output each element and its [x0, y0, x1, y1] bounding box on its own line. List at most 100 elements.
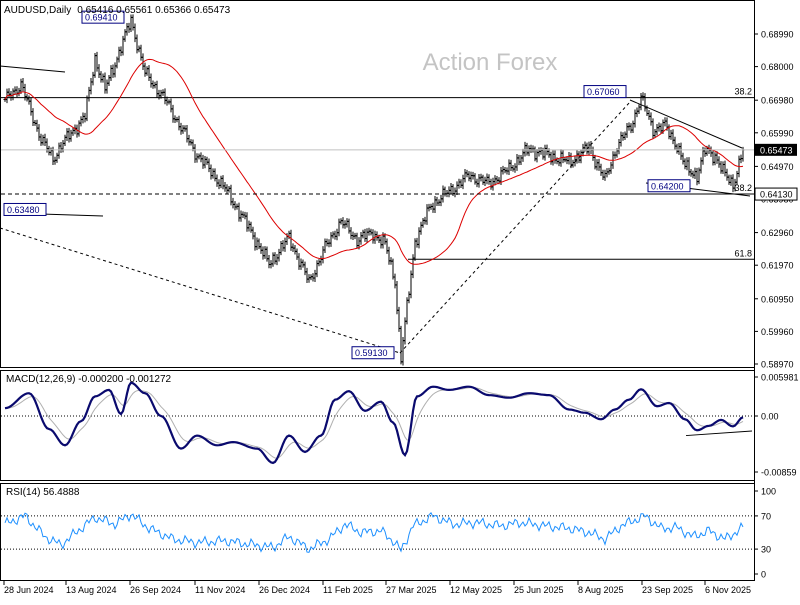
ohlc-bar	[385, 238, 389, 254]
ohlc-bar	[617, 139, 621, 155]
price-axis: 0.689900.680000.669800.659900.649700.639…	[1, 30, 798, 370]
ohlc-bar	[481, 174, 485, 185]
ohlc-bar	[515, 154, 519, 171]
ohlc-bar	[663, 117, 667, 127]
macd-axis: 0.005981 0.00 -0.00859	[754, 373, 799, 478]
ohlc-bar	[639, 92, 643, 111]
ohlc-bar	[543, 144, 547, 161]
ohlc-bar	[711, 149, 715, 166]
ohlc-bar	[283, 237, 287, 252]
macd-tick-label: 0.005981	[761, 373, 799, 383]
watermark: Action Forex	[423, 49, 558, 76]
ohlc-bar	[681, 152, 685, 165]
fib-level-label: 38.2	[734, 87, 752, 97]
ohlc-bar	[675, 143, 679, 154]
ohlc-bar	[67, 127, 71, 143]
ohlc-bar	[485, 173, 489, 185]
rsi-tick-label: 0	[761, 570, 766, 580]
ohlc-bar	[727, 174, 731, 185]
support-level-label: 0.64130	[760, 190, 793, 200]
price-point-label: 0.69410	[81, 10, 125, 24]
price-tick-label: 0.58970	[761, 360, 794, 370]
ohlc-bar	[247, 220, 251, 232]
time-tick-label: 27 Mar 2025	[386, 585, 437, 595]
ohlc-bar	[299, 258, 303, 270]
ohlc-bar	[683, 158, 687, 170]
ohlc-bar	[513, 163, 517, 173]
ohlc-bar	[599, 163, 603, 176]
ohlc-bar	[399, 325, 403, 365]
ohlc-bar	[365, 228, 369, 243]
ohlc-bar	[215, 174, 219, 187]
ohlc-bar	[463, 169, 467, 183]
ohlc-bar	[523, 141, 527, 157]
ohlc-bar	[361, 229, 365, 239]
symbol-label: AUDUSD,Daily	[4, 5, 71, 16]
ohlc-bar	[619, 131, 623, 147]
ohlc-bar	[63, 134, 67, 146]
ohlc-bar	[55, 152, 59, 163]
ohlc-bar	[393, 273, 397, 289]
ohlc-bar	[163, 88, 167, 105]
chart-title: AUDUSD,Daily 0.65416 0.65561 0.65366 0.65…	[4, 5, 231, 16]
ohlc-bar	[453, 187, 457, 198]
ohlc-bar	[673, 136, 677, 150]
ohlc-bar	[689, 168, 693, 177]
ohlc-bar	[57, 142, 61, 159]
ohlc-bar	[671, 129, 675, 145]
ohlc-bar	[39, 133, 43, 146]
ohlc-bar	[713, 152, 717, 166]
ohlc-bar	[49, 147, 53, 156]
ohlc-bar	[87, 86, 91, 102]
ohlc-bar	[449, 183, 453, 194]
ohlc-bar	[729, 174, 733, 186]
price-tick-label: 0.68000	[761, 62, 794, 72]
ohlc-bar	[341, 217, 345, 229]
ohlc-bar	[219, 175, 223, 189]
time-tick-label: 6 Nov 2025	[705, 585, 751, 595]
ohlc-bar	[519, 155, 523, 165]
rsi-tick-label: 70	[761, 511, 771, 521]
ohlc-bar	[521, 148, 525, 162]
ohlc-bar	[601, 169, 605, 180]
ohlc-bar	[447, 186, 451, 198]
ohlc-bar	[717, 156, 721, 168]
ohlc-bar	[179, 122, 183, 135]
ohlc-bar	[131, 14, 135, 31]
ohlc-bar	[263, 246, 267, 259]
macd-main-line	[4, 381, 744, 465]
ohlc-bar	[281, 240, 285, 252]
ohlc-bar	[293, 244, 297, 255]
ohlc-bar	[155, 80, 159, 98]
ohlc-bar	[483, 176, 487, 187]
ohlc-bar	[457, 178, 461, 189]
price-tick-label: 0.61970	[761, 261, 794, 271]
time-tick-label: 28 Jun 2024	[4, 585, 54, 595]
macd-divergence-line	[685, 430, 753, 437]
ohlc-bar	[107, 74, 111, 86]
ohlc-bar	[311, 273, 315, 282]
svg-text:0.67060: 0.67060	[587, 87, 620, 97]
ohlc-bar	[629, 123, 633, 134]
svg-text:0.69410: 0.69410	[85, 13, 118, 23]
ohlc-bar	[467, 171, 471, 182]
ohlc-bar	[699, 157, 703, 174]
ohlc-bar	[133, 23, 137, 43]
ohlc-bar	[553, 150, 557, 164]
macd-label: MACD(12,26,9) -0.000200 -0.001272	[6, 374, 172, 385]
price-tick-label: 0.62960	[761, 228, 794, 238]
ohlc-bar	[153, 81, 157, 89]
ohlc-bar	[321, 246, 325, 264]
ohlc-bar	[261, 246, 265, 260]
ohlc-bar	[103, 72, 107, 94]
ohlc-bar	[635, 107, 639, 118]
ohlc-bar	[267, 254, 271, 269]
ohlc-bar	[687, 157, 691, 176]
ohlc-bar	[609, 161, 613, 174]
macd-panel-frame	[0, 370, 755, 481]
ohlc-bar	[723, 160, 727, 177]
ohlc-bar	[337, 218, 341, 237]
ohlc-bar	[45, 138, 49, 153]
ohlc-bar	[113, 62, 117, 78]
